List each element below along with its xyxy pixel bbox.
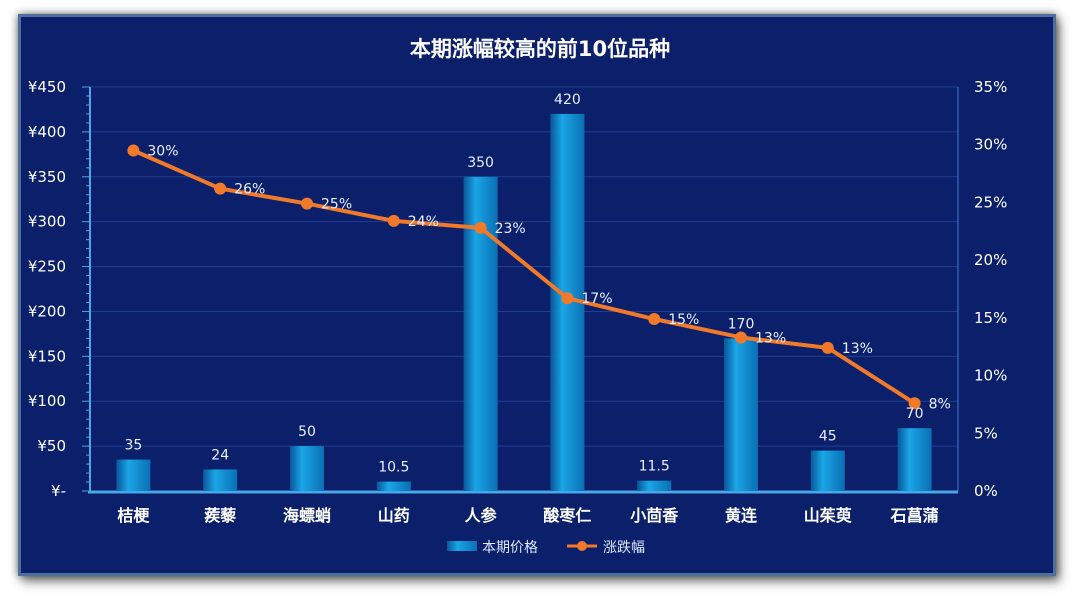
bar-series bbox=[116, 113, 932, 491]
bar-value-label: 350 bbox=[467, 155, 494, 171]
bar-value-label: 420 bbox=[554, 92, 581, 108]
left-axis-tick-label: ¥450 bbox=[28, 78, 66, 96]
bar-value-label: 50 bbox=[298, 424, 316, 440]
category-label: 小茴香 bbox=[630, 506, 679, 525]
line-point bbox=[561, 292, 574, 305]
line-value-label: 25% bbox=[321, 197, 352, 213]
category-label: 石菖蒲 bbox=[890, 506, 939, 525]
axis-layer: ¥- ¥50 ¥100 ¥150 ¥200 ¥250 ¥300 ¥350 ¥400 ¥450 0% 5… bbox=[28, 78, 1008, 525]
line-value-label: 13% bbox=[842, 341, 873, 357]
line-point bbox=[474, 221, 487, 234]
line-value-label: 26% bbox=[234, 182, 265, 198]
grid-layer bbox=[90, 86, 958, 447]
line-series bbox=[127, 144, 921, 410]
bar-value-label: 45 bbox=[819, 429, 837, 445]
line-point bbox=[648, 313, 661, 326]
category-label: 海螵蛸 bbox=[283, 506, 331, 525]
right-axis-tick-label: 25% bbox=[974, 193, 1007, 211]
line-value-label: 8% bbox=[929, 396, 951, 412]
left-axis-tick-label: ¥50 bbox=[37, 437, 66, 455]
left-axis-tick-label: ¥400 bbox=[28, 123, 66, 141]
legend-bar-label: 本期价格 bbox=[482, 540, 538, 556]
bar-value-label: 35 bbox=[124, 438, 142, 454]
bar-value-label: 70 bbox=[906, 406, 924, 422]
left-axis-tick-label: ¥100 bbox=[28, 392, 66, 410]
line-point bbox=[821, 341, 834, 354]
left-axis-tick-label: ¥250 bbox=[28, 258, 66, 276]
data-labels: 35 24 50 10.5 350 420 11.5 170 45 70 30% 26% 25% 24% 2… bbox=[124, 92, 950, 476]
legend-line-label: 涨跌幅 bbox=[603, 540, 645, 556]
right-axis-tick-label: 20% bbox=[974, 251, 1007, 269]
bar bbox=[810, 450, 845, 491]
chart-frame bbox=[18, 14, 1056, 576]
right-axis-tick-label: 30% bbox=[974, 136, 1007, 154]
bar bbox=[724, 338, 758, 491]
category-label: 人参 bbox=[465, 506, 498, 525]
line-point bbox=[127, 144, 140, 157]
bar bbox=[376, 481, 411, 491]
right-axis-tick-label: 10% bbox=[974, 367, 1007, 385]
line-point bbox=[735, 331, 747, 344]
line-value-label: 24% bbox=[408, 214, 439, 230]
bar bbox=[203, 469, 238, 491]
bar-value-label: 11.5 bbox=[639, 459, 670, 475]
line-point bbox=[908, 397, 921, 410]
line-path bbox=[132, 148, 916, 405]
right-axis-tick-label: 0% bbox=[974, 482, 998, 500]
line-point bbox=[214, 182, 227, 195]
left-axis-tick-label: ¥200 bbox=[28, 302, 66, 320]
bar-value-label: 24 bbox=[211, 447, 229, 463]
line-value-label: 30% bbox=[147, 143, 178, 159]
category-label: 山茱萸 bbox=[804, 506, 853, 525]
category-label: 黄连 bbox=[725, 506, 758, 525]
legend: 本期价格 涨跌幅 bbox=[447, 540, 645, 556]
category-label: 桔梗 bbox=[117, 506, 150, 525]
left-axis-tick-label: ¥350 bbox=[28, 168, 66, 186]
category-label: 蒺藜 bbox=[204, 506, 237, 525]
bar bbox=[897, 428, 932, 491]
right-axis-tick-label: 35% bbox=[974, 78, 1007, 96]
category-label: 酸枣仁 bbox=[543, 506, 591, 525]
bar bbox=[290, 446, 324, 491]
left-axis-tick-label: ¥- bbox=[51, 482, 66, 500]
line-value-label: 17% bbox=[581, 291, 612, 307]
bar bbox=[637, 480, 672, 491]
legend-bar-swatch bbox=[447, 541, 477, 551]
left-axis-tick-label: ¥150 bbox=[28, 347, 66, 365]
bar bbox=[116, 459, 151, 491]
right-axis-tick-label: 15% bbox=[974, 309, 1007, 327]
line-value-label: 13% bbox=[755, 330, 786, 346]
left-axis-tick-label: ¥300 bbox=[28, 213, 66, 231]
chart-title: 本期涨幅较高的前10位品种 bbox=[410, 37, 670, 61]
line-point bbox=[387, 214, 400, 227]
bar-value-label: 10.5 bbox=[378, 460, 409, 476]
category-label: 山药 bbox=[378, 506, 410, 525]
line-point bbox=[301, 197, 313, 210]
line-value-label: 23% bbox=[495, 221, 526, 237]
bar-value-label: 170 bbox=[728, 316, 755, 332]
line-value-label: 15% bbox=[668, 312, 699, 328]
right-axis-tick-label: 5% bbox=[974, 424, 998, 442]
legend-line-marker bbox=[577, 541, 587, 551]
